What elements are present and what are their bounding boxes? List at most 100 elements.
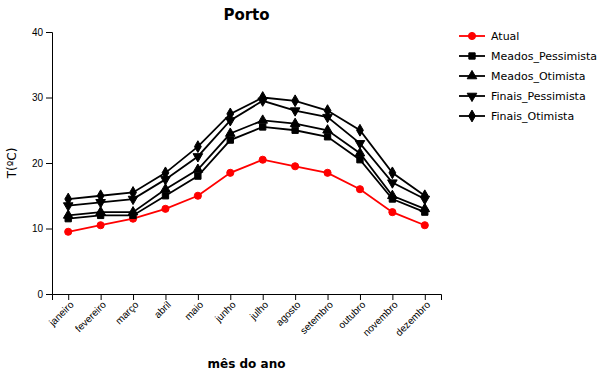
x-tick-mark	[425, 294, 426, 300]
y-tick-label: 30	[32, 92, 44, 103]
point	[388, 180, 398, 188]
x-tick-mark	[360, 294, 361, 300]
point	[324, 105, 331, 117]
title: Porto	[223, 6, 269, 24]
point	[323, 125, 333, 133]
y-tick: 40	[32, 27, 52, 38]
x-tick: julho	[247, 294, 271, 322]
x-axis: janeirofevereiromarço abril maio junho julho…	[46, 294, 441, 338]
x-axis-title: mês do ano	[208, 357, 286, 371]
x-tick-mark	[328, 294, 329, 300]
x-tick: abril	[152, 294, 173, 320]
point	[97, 222, 104, 229]
point	[292, 163, 299, 170]
point	[260, 124, 266, 130]
point	[290, 108, 300, 116]
x-tick-mark	[263, 294, 264, 300]
point	[162, 193, 168, 199]
point	[324, 134, 330, 140]
x-tick: junho	[212, 294, 238, 325]
point	[258, 115, 268, 123]
x-tick-label: março	[113, 299, 141, 327]
y-tick-mark	[46, 163, 52, 164]
series-markers	[65, 92, 428, 205]
y-tick: 30	[32, 92, 52, 103]
series-line	[68, 120, 425, 215]
point	[227, 108, 234, 120]
point	[128, 207, 138, 215]
x-tick: maio	[182, 294, 205, 322]
y-tick-label: 40	[32, 27, 44, 38]
x-tick: dezembro	[393, 294, 433, 338]
y-tick: 10	[32, 223, 52, 234]
point	[162, 167, 169, 179]
x-tick-label: agosto	[274, 299, 303, 328]
y-tick: 20	[32, 158, 52, 169]
point	[227, 169, 234, 176]
x-tick-mark	[165, 294, 166, 300]
x-tick-mark	[68, 294, 69, 300]
x-tick: janeiro	[46, 294, 76, 329]
y-tick-mark	[46, 32, 52, 33]
point	[292, 127, 298, 133]
series-markers	[63, 115, 429, 218]
point	[259, 92, 266, 104]
point	[388, 190, 398, 198]
point	[292, 95, 299, 107]
x-tick-mark	[230, 294, 231, 300]
series-line	[68, 127, 425, 219]
y-tick-mark	[46, 229, 52, 230]
x-tick: outubro	[336, 294, 368, 331]
legend-marker	[468, 32, 475, 39]
x-tick-label: janeiro	[46, 299, 76, 329]
y-axis-title: T(ºC)	[5, 148, 19, 180]
legend-marker	[469, 53, 475, 59]
series-markers	[65, 124, 428, 222]
point	[290, 118, 300, 126]
y-tick-mark	[46, 98, 52, 99]
x-tick-mark	[392, 294, 393, 300]
legend-marker	[467, 93, 477, 101]
series-markers	[63, 98, 429, 211]
point	[65, 193, 72, 205]
point	[193, 154, 203, 162]
y-tick-label: 20	[32, 158, 44, 169]
point	[130, 187, 137, 199]
series-markers	[65, 156, 429, 235]
x-tick-label: dezembro	[393, 299, 433, 339]
y-tick-label: 10	[32, 223, 44, 234]
y-axis-line	[46, 33, 53, 295]
point	[421, 222, 428, 229]
series-line	[68, 101, 425, 206]
point	[225, 128, 235, 136]
x-tick-label: outubro	[336, 299, 368, 331]
y-axis: 0 10 20 30 40	[32, 27, 53, 300]
point	[193, 164, 203, 172]
point	[195, 173, 201, 179]
point	[227, 137, 233, 143]
legend-label: Finais_Otimista	[491, 110, 574, 123]
series-line	[68, 98, 425, 200]
legend-item: Finais_Otimista	[459, 110, 574, 123]
legend-item: Finais_Pessimista	[459, 90, 586, 103]
point	[389, 209, 396, 216]
plot: janeirofevereiromarço abril maio junho julho…	[32, 27, 442, 338]
x-tick-label: fevereiro	[73, 299, 109, 335]
point	[194, 141, 201, 153]
y-tick-label: 0	[37, 289, 43, 300]
point	[194, 192, 201, 199]
legend: AtualMeados_PessimistaMeados_OtimistaFin…	[459, 30, 597, 123]
y-tick-mark	[46, 294, 52, 295]
y-tick: 0	[37, 289, 52, 300]
legend-item: Meados_Pessimista	[459, 50, 597, 63]
point	[162, 205, 169, 212]
legend-marker	[467, 70, 477, 78]
x-tick-mark	[295, 294, 296, 300]
point	[357, 124, 364, 136]
legend-label: Atual	[491, 30, 519, 43]
point	[259, 156, 266, 163]
legend-label: Meados_Pessimista	[491, 50, 597, 63]
legend-marker	[469, 110, 476, 122]
point	[389, 167, 396, 179]
x-tick-label: setembro	[298, 299, 336, 337]
